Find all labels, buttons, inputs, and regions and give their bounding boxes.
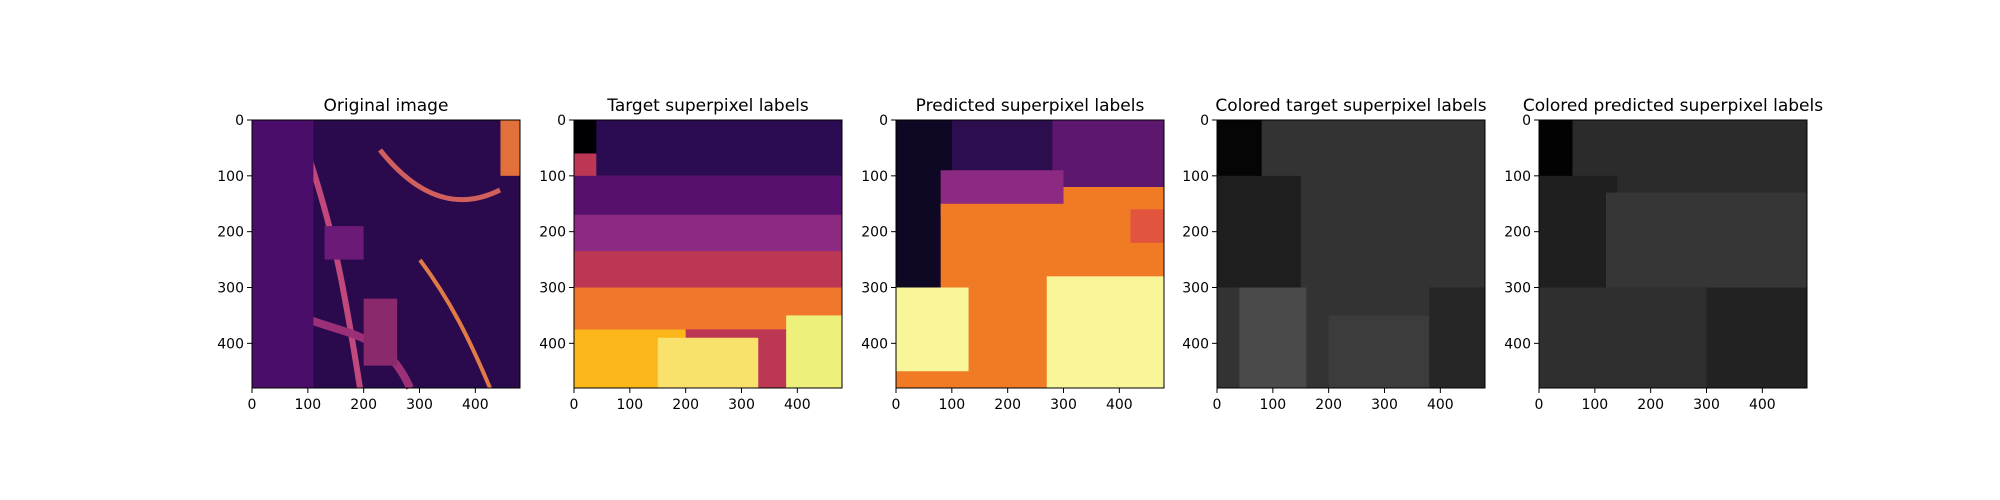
axis-ticks: 0 100 200 300 400 0 100 200 300 400 (1504, 113, 1775, 413)
axes-frame (573, 119, 843, 389)
x-tick-label: 200 (994, 397, 1021, 413)
plot-area (1216, 119, 1486, 389)
y-tick-label: 0 (1200, 113, 1209, 129)
panel-title: Colored target superpixel labels (1215, 96, 1486, 116)
y-tick-label: 400 (861, 336, 888, 352)
y-tick-label: 200 (1182, 225, 1209, 241)
axes-frame (1538, 119, 1808, 389)
y-tick-label: 0 (235, 113, 244, 129)
x-tick-label: 400 (1106, 397, 1133, 413)
x-tick-label: 0 (1535, 397, 1544, 413)
label-region (1606, 192, 1807, 288)
label-region (574, 175, 842, 215)
plot-area (251, 119, 521, 390)
plot-area (1538, 119, 1808, 389)
x-tick-label: 100 (294, 397, 321, 413)
x-tick-label: 400 (462, 397, 489, 413)
x-tick-label: 100 (1259, 397, 1286, 413)
y-tick-label: 300 (217, 281, 244, 297)
y-tick-label: 400 (539, 336, 566, 352)
axes-frame (1216, 119, 1486, 389)
x-tick-label: 300 (728, 397, 755, 413)
x-tick-label: 0 (248, 397, 257, 413)
y-tick-label: 300 (1182, 281, 1209, 297)
x-tick-label: 0 (1213, 397, 1222, 413)
y-tick-label: 200 (217, 225, 244, 241)
x-tick-label: 300 (1693, 397, 1720, 413)
y-tick-label: 100 (217, 169, 244, 185)
x-tick-label: 400 (1749, 397, 1776, 413)
label-region (574, 214, 842, 252)
axes-frame (251, 119, 521, 389)
x-tick-label: 300 (1371, 397, 1398, 413)
label-region (1706, 287, 1807, 388)
label-region (574, 251, 842, 288)
axis-ticks: 0 100 200 300 400 0 100 200 300 400 (539, 113, 810, 413)
label-region (500, 120, 520, 176)
label-region (896, 287, 969, 372)
label-region (324, 226, 364, 260)
y-tick-label: 300 (539, 281, 566, 297)
y-tick-label: 400 (217, 336, 244, 352)
y-tick-label: 400 (1182, 336, 1209, 352)
y-tick-label: 100 (861, 169, 888, 185)
y-tick-label: 200 (861, 225, 888, 241)
axis-ticks: 0 100 200 300 400 0 100 200 300 400 (861, 113, 1132, 413)
panel-predicted-labels: Predicted superpixel labels (895, 96, 1165, 389)
x-tick-label: 100 (1581, 397, 1608, 413)
label-region (1328, 315, 1430, 388)
y-tick-label: 400 (1504, 336, 1531, 352)
x-tick-label: 300 (406, 397, 433, 413)
y-tick-label: 300 (1504, 281, 1531, 297)
label-region (1052, 120, 1164, 187)
y-tick-label: 200 (1504, 225, 1531, 241)
panel-target-labels: Target superpixel labels (573, 96, 843, 389)
label-region (1130, 209, 1164, 243)
panel-title: Original image (324, 96, 449, 116)
label-region (252, 120, 314, 388)
panel-colored-target-labels: Colored target superpixel labels (1215, 96, 1487, 389)
label-region (596, 120, 842, 176)
x-tick-label: 200 (350, 397, 377, 413)
panel-title: Predicted superpixel labels (916, 96, 1145, 116)
y-tick-label: 100 (1504, 169, 1531, 185)
x-tick-label: 200 (1315, 397, 1342, 413)
x-tick-label: 0 (892, 397, 901, 413)
panel-title: Colored predicted superpixel labels (1523, 96, 1823, 116)
label-region (1539, 175, 1618, 288)
x-tick-label: 400 (1427, 397, 1454, 413)
label-region (363, 298, 398, 366)
x-tick-label: 300 (1050, 397, 1077, 413)
y-tick-label: 0 (879, 113, 888, 129)
axis-ticks: 0 100 200 300 400 0 100 200 300 400 (217, 113, 488, 413)
y-tick-label: 0 (557, 113, 566, 129)
axes-frame (895, 119, 1165, 389)
panel-title: Target superpixel labels (606, 96, 809, 116)
y-tick-label: 0 (1522, 113, 1531, 129)
panel-colored-predicted-labels: Colored predicted superpixel labels (1523, 96, 1823, 389)
label-region (1429, 287, 1485, 388)
y-tick-label: 100 (539, 169, 566, 185)
y-tick-label: 300 (861, 281, 888, 297)
x-tick-label: 0 (570, 397, 579, 413)
label-region (1239, 287, 1307, 388)
panel-original-image: Original image (251, 96, 521, 390)
axis-ticks: 0 100 200 300 400 0 100 200 300 400 (1182, 113, 1453, 413)
label-region (1217, 175, 1301, 288)
y-tick-label: 200 (539, 225, 566, 241)
label-region (1046, 276, 1164, 388)
x-tick-label: 100 (616, 397, 643, 413)
y-tick-label: 100 (1182, 169, 1209, 185)
x-tick-label: 200 (672, 397, 699, 413)
x-tick-label: 100 (938, 397, 965, 413)
plot-area (895, 119, 1165, 389)
label-region (657, 337, 759, 388)
plot-area (573, 119, 843, 389)
x-tick-label: 400 (784, 397, 811, 413)
x-tick-label: 200 (1637, 397, 1664, 413)
label-region (786, 315, 842, 388)
